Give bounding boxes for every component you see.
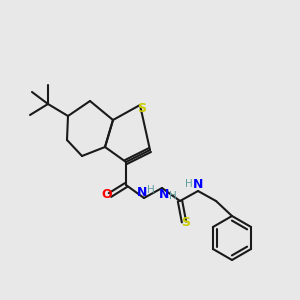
Text: O: O [102,188,112,202]
Text: N: N [137,185,147,199]
Text: H: H [185,179,193,189]
Text: S: S [182,215,190,229]
Text: H: H [169,191,177,201]
Text: H: H [147,185,155,195]
Text: S: S [137,103,146,116]
Text: N: N [193,178,203,190]
Text: N: N [159,188,169,202]
